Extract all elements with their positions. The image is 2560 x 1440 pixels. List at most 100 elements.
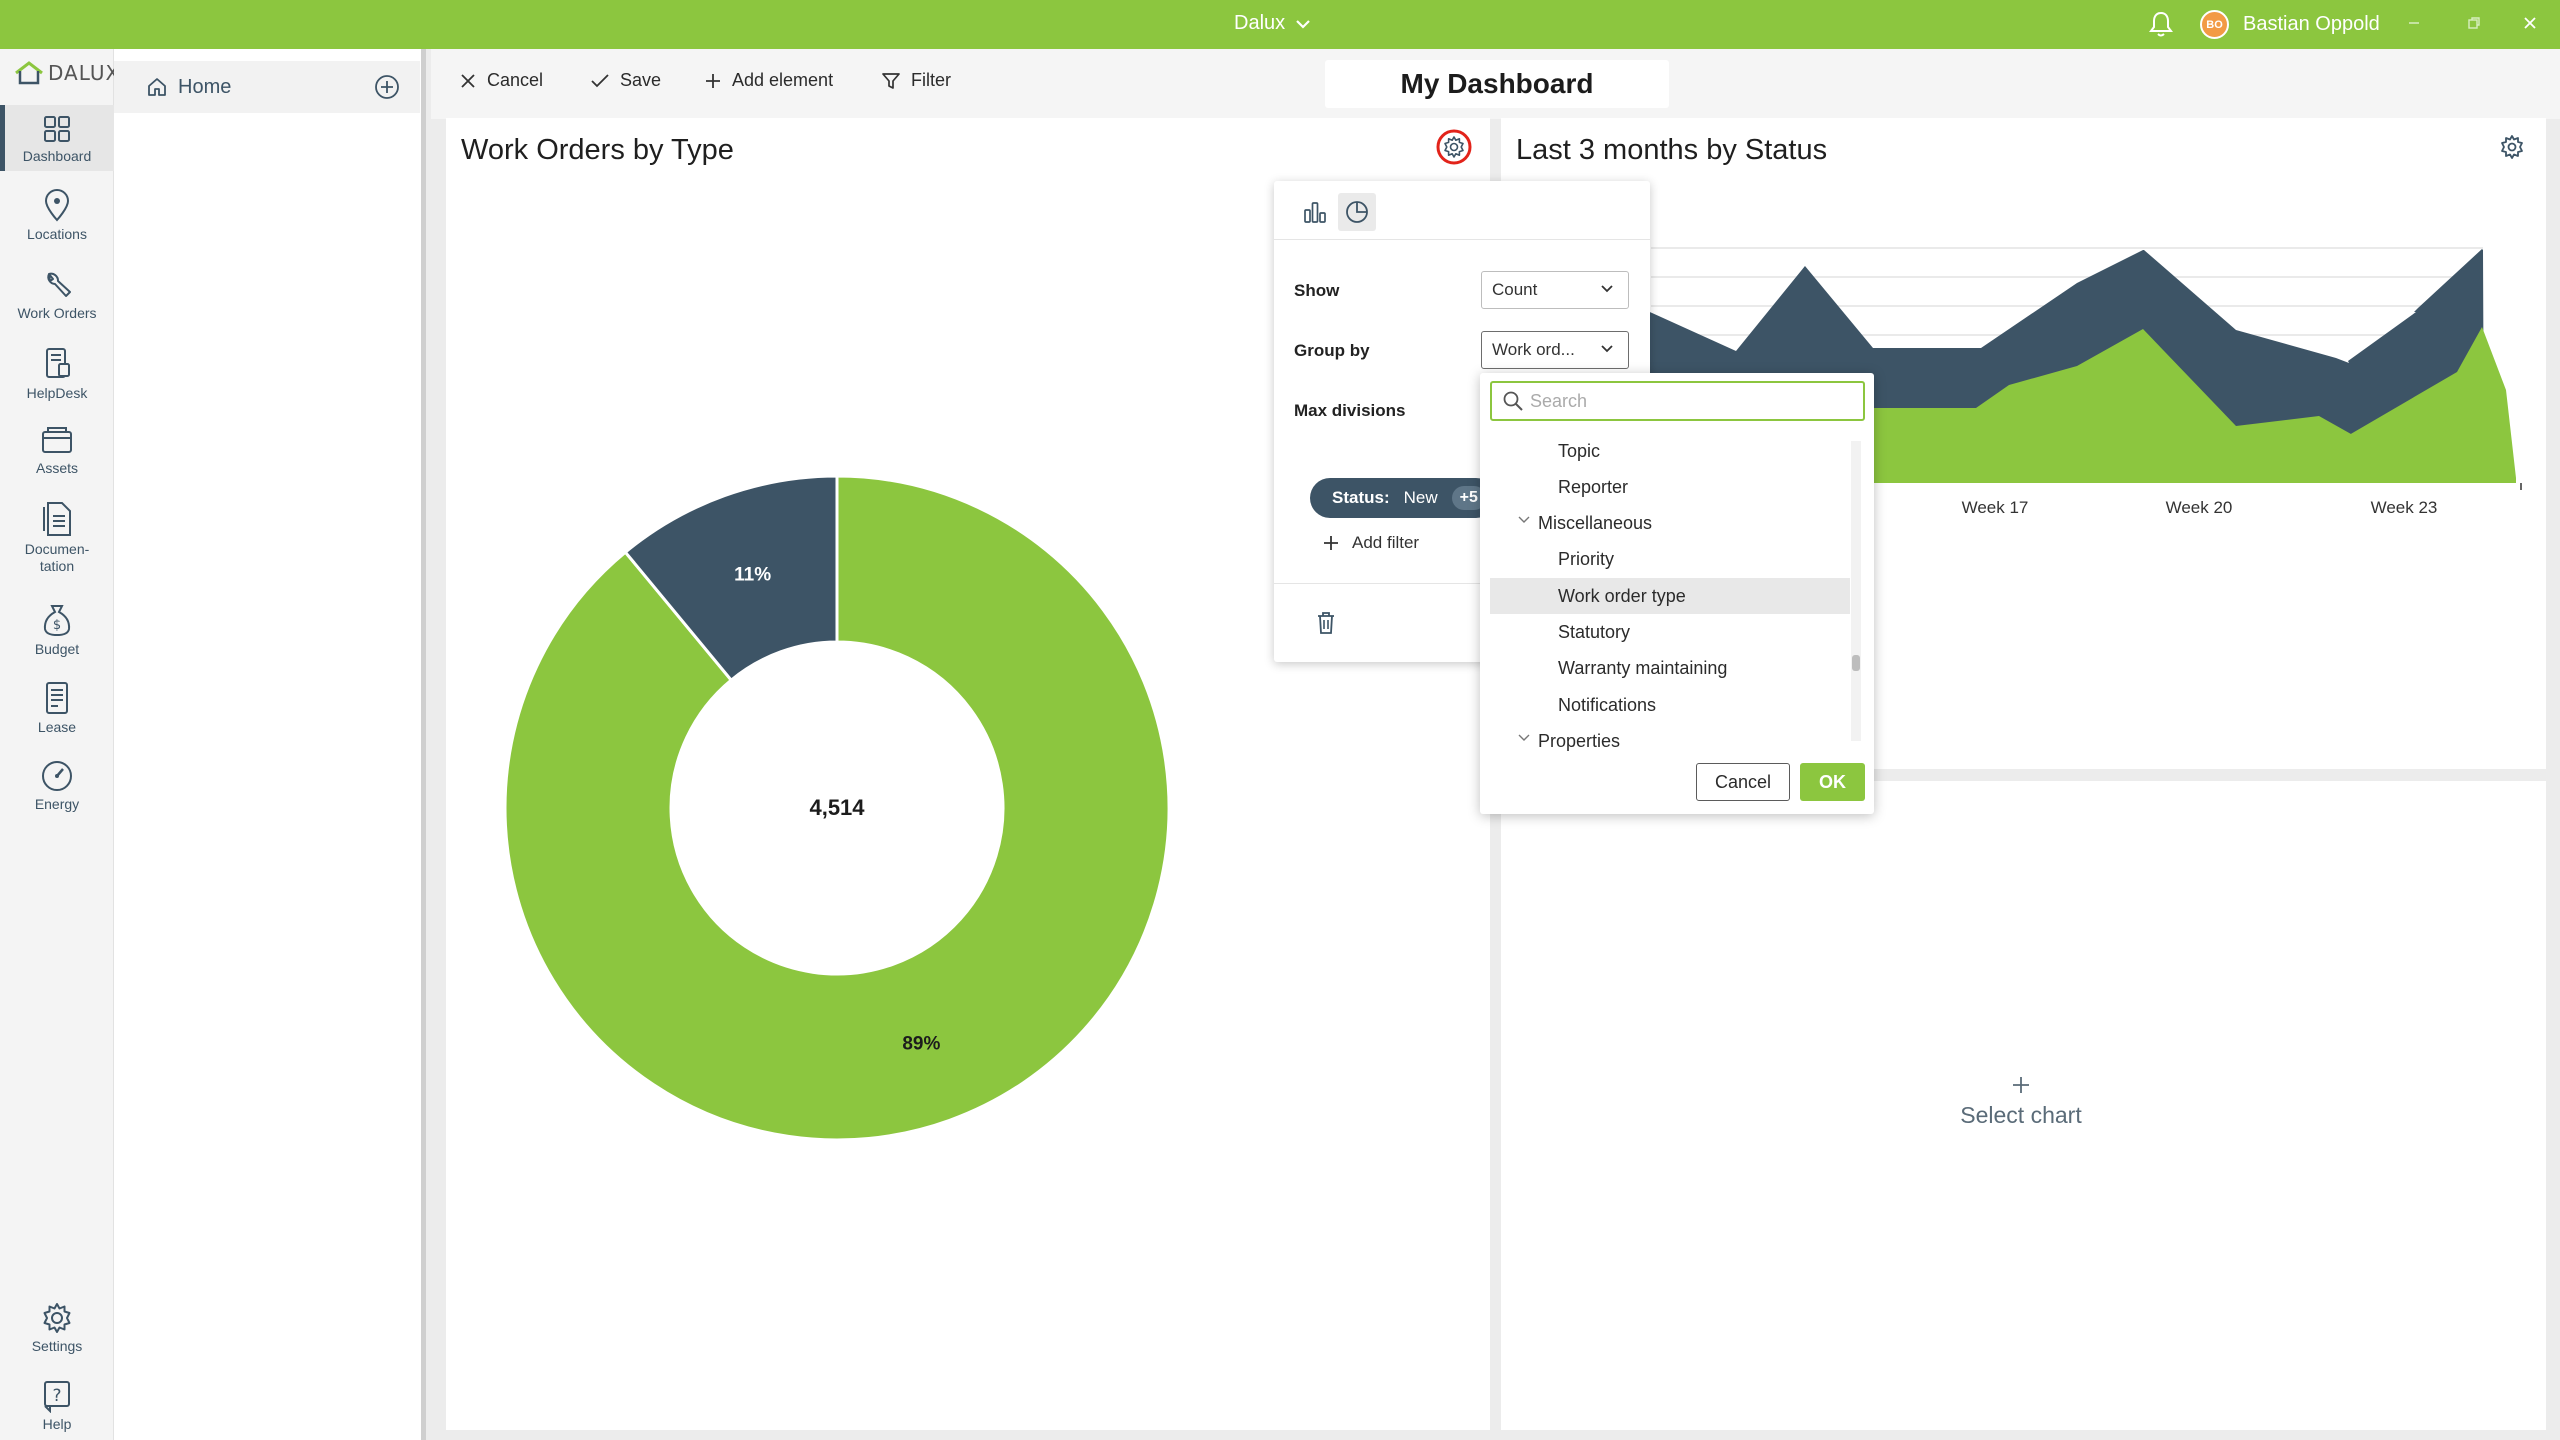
show-label: Show: [1294, 281, 1340, 300]
x-axis-ticks: Week 17 Week 20 Week 23: [1962, 498, 2438, 517]
donut-slice-label: 11%: [734, 565, 771, 586]
chart-settings-gear-icon[interactable]: [2497, 132, 2527, 167]
donut-center-total: 4,514: [809, 795, 865, 820]
nav-item-documentation[interactable]: Documen- tation: [0, 500, 114, 575]
dropdown-search[interactable]: [1490, 381, 1865, 421]
user-name[interactable]: Bastian Oppold: [2243, 13, 2380, 35]
dropdown-option-priority[interactable]: Priority: [1490, 541, 1850, 577]
nav-item-settings[interactable]: Settings: [0, 1301, 114, 1355]
nav-item-lease[interactable]: Lease: [0, 680, 114, 736]
add-dashboard-icon[interactable]: [374, 74, 400, 105]
x-tick-label: Week 23: [2371, 498, 2438, 517]
search-icon: [1503, 391, 1523, 411]
filter-key: Status:: [1332, 488, 1390, 507]
save-button[interactable]: Save: [590, 70, 661, 91]
dashboard-item-home[interactable]: Home: [114, 61, 420, 113]
dalux-logo[interactable]: DALUX: [14, 61, 120, 85]
max-divisions-label: Max divisions: [1294, 401, 1406, 420]
delete-chart-trash-icon[interactable]: [1316, 611, 1336, 640]
group-by-dropdown: Topic Reporter Miscellaneous Priority Wo…: [1480, 373, 1874, 814]
divider: [1274, 239, 1650, 240]
status-filter-chip[interactable]: Status: New +5: [1310, 478, 1496, 518]
app-switcher[interactable]: Dalux: [1234, 12, 1311, 35]
nav-item-helpdesk[interactable]: HelpDesk: [0, 346, 114, 402]
donut-slice[interactable]: [503, 474, 1171, 1142]
nav-item-energy[interactable]: Energy: [0, 759, 114, 813]
nav-label: Assets: [35, 460, 78, 476]
dropdown-option-warranty-maintaining[interactable]: Warranty maintaining: [1490, 650, 1850, 686]
nav-label: Help: [42, 1416, 72, 1432]
money-bag-icon: $: [43, 605, 71, 637]
x-tick-label: Week 20: [2166, 498, 2233, 517]
add-filter-button[interactable]: Add filter: [1322, 533, 1419, 553]
dropdown-group-miscellaneous[interactable]: Miscellaneous: [1490, 505, 1850, 541]
nav-item-locations[interactable]: Locations: [0, 189, 114, 243]
cancel-button[interactable]: Cancel: [459, 70, 543, 91]
document-icon: [43, 502, 71, 536]
grid-icon: [44, 116, 70, 142]
dropdown-option-reporter[interactable]: Reporter: [1490, 469, 1850, 505]
nav-label: Documen- tation: [24, 541, 90, 574]
dashboard-title[interactable]: My Dashboard: [1325, 60, 1669, 108]
nav-label: Energy: [34, 796, 80, 812]
nav-label: Dashboard: [22, 148, 92, 164]
help-icon: ?: [44, 1381, 70, 1413]
nav-label: Work Orders: [17, 305, 97, 321]
select-chart-button[interactable]: Select chart: [1941, 1074, 2101, 1129]
dropdown-cancel-button[interactable]: Cancel: [1696, 763, 1790, 801]
dropdown-group-properties[interactable]: Properties: [1490, 723, 1850, 759]
pie-chart-type-tab[interactable]: [1338, 193, 1376, 231]
home-label: Home: [178, 75, 232, 98]
main-navigation: DALUX Dashboard Locations Work Orders He…: [0, 49, 119, 1440]
filter-value: New: [1403, 488, 1438, 507]
empty-chart-slot: Select chart: [1501, 781, 2546, 1430]
close-window-icon[interactable]: [2517, 10, 2543, 36]
nav-item-work-orders[interactable]: Work Orders: [0, 268, 114, 322]
nav-label: HelpDesk: [26, 385, 88, 401]
x-tick-label: Week 17: [1962, 498, 2029, 517]
dropdown-option-work-order-type[interactable]: Work order type: [1490, 578, 1850, 614]
restore-window-icon[interactable]: [2461, 10, 2487, 36]
dropdown-option-statutory[interactable]: Statutory: [1490, 614, 1850, 650]
filter-label: Filter: [911, 70, 951, 90]
dropdown-scrollbar-thumb[interactable]: [1852, 655, 1860, 671]
map-pin-icon: [44, 189, 70, 222]
search-input[interactable]: [1530, 390, 1850, 412]
lease-icon: [46, 682, 68, 714]
select-chart-label: Select chart: [1960, 1102, 2082, 1128]
card-title: Work Orders by Type: [461, 134, 734, 166]
option-label: Priority: [1558, 548, 1615, 569]
box-icon: [42, 427, 72, 453]
nav-item-budget[interactable]: $ Budget: [0, 602, 114, 658]
nav-label: Settings: [31, 1338, 83, 1354]
nav-label: Lease: [37, 719, 77, 735]
divider: [1274, 583, 1650, 584]
nav-item-help[interactable]: ? Help: [0, 1379, 114, 1433]
edit-toolbar: Cancel Save Add element Filter My Dashbo…: [431, 49, 2560, 119]
nav-item-assets[interactable]: Assets: [0, 425, 114, 477]
notifications-bell-icon[interactable]: [2148, 10, 2174, 43]
add-element-button[interactable]: Add element: [704, 70, 833, 91]
pie-chart-icon: [1346, 201, 1368, 223]
option-label: Work order type: [1558, 585, 1686, 606]
donut-slice[interactable]: [623, 474, 839, 683]
nav-item-dashboard[interactable]: Dashboard: [0, 105, 114, 171]
dropdown-scrollbar[interactable]: [1851, 441, 1861, 741]
dropdown-ok-button[interactable]: OK: [1800, 763, 1865, 801]
app-name: Dalux: [1234, 12, 1286, 34]
filter-button[interactable]: Filter: [881, 70, 951, 91]
option-label: Notifications: [1558, 694, 1657, 715]
show-select[interactable]: Count: [1481, 271, 1629, 309]
chart-type-tabs: [1296, 193, 1376, 231]
dropdown-option-notifications[interactable]: Notifications: [1490, 687, 1850, 723]
bar-chart-icon: [1304, 202, 1326, 223]
chevron-down-icon: [1518, 734, 1530, 741]
gear-icon: [43, 1303, 71, 1333]
dropdown-option-topic[interactable]: Topic: [1490, 433, 1850, 469]
bar-chart-type-tab[interactable]: [1296, 193, 1334, 231]
chart-settings-gear-icon[interactable]: [1436, 129, 1472, 170]
group-by-select[interactable]: Work ord...: [1481, 331, 1629, 369]
minimize-window-icon[interactable]: [2401, 10, 2427, 36]
nav-label: Budget: [34, 641, 80, 657]
user-avatar[interactable]: BO: [2200, 10, 2229, 39]
